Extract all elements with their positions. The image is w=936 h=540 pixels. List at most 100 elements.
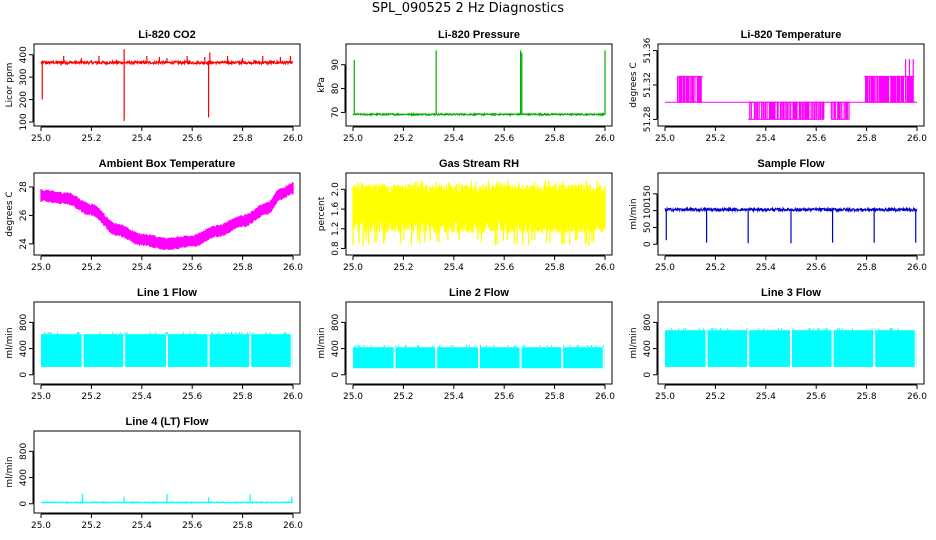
x-tick-label: 25.6 [182, 521, 202, 531]
y-axis-label: kPa [317, 77, 327, 93]
x-tick-label: 26.0 [283, 521, 303, 531]
x-tick-label: 25.8 [233, 134, 253, 144]
y-tick-label: 800 [331, 314, 341, 331]
x-tick-label: 25.4 [756, 134, 776, 144]
series-line2 [353, 345, 605, 370]
series-rh [352, 179, 606, 247]
y-axis-label: ml/min [5, 456, 15, 487]
y-tick-label: 1.6 [331, 202, 341, 217]
x-tick-label: 25.4 [444, 134, 464, 144]
y-tick-label: 100 [643, 202, 653, 219]
y-tick-label: 400 [19, 46, 29, 63]
y-tick-label: 0 [643, 372, 653, 378]
x-tick-label: 25.8 [233, 392, 253, 402]
y-tick-label: 0 [643, 241, 653, 247]
y-tick-label: 0 [331, 372, 341, 378]
x-tick-label: 25.4 [444, 263, 464, 273]
plot-frame [345, 172, 613, 256]
x-tick-label: 26.0 [595, 263, 615, 273]
x-tick-label: 25.0 [655, 263, 675, 273]
y-tick-label: 26 [19, 209, 29, 221]
data-gap [166, 333, 168, 368]
y-tick-label: 2.0 [331, 182, 341, 197]
x-tick-label: 26.0 [907, 392, 927, 402]
data-gap [207, 333, 210, 368]
series-box_temp [40, 182, 294, 250]
x-tick-label: 25.2 [393, 392, 413, 402]
chart-title: Ambient Box Temperature [99, 158, 236, 170]
plot-frame [33, 172, 301, 256]
x-tick-label: 25.4 [132, 134, 152, 144]
x-tick-label: 25.0 [655, 134, 675, 144]
x-tick-label: 25.8 [545, 134, 565, 144]
x-tick-label: 25.8 [857, 134, 877, 144]
y-tick-label: 51.36 [643, 37, 653, 63]
y-tick-label: 0.8 [331, 241, 341, 256]
x-tick-label: 26.0 [907, 134, 927, 144]
chart-title: Gas Stream RH [439, 158, 519, 170]
x-tick-label: 25.2 [81, 521, 101, 531]
plot-frame [657, 301, 925, 385]
series-line3 [665, 328, 917, 368]
x-tick-label: 25.2 [393, 134, 413, 144]
data-gap [747, 329, 750, 368]
chart-title: Li-820 CO2 [138, 29, 195, 41]
x-tick-label: 25.0 [343, 263, 363, 273]
x-tick-label: 25.2 [81, 263, 101, 273]
y-axis-label: ml/min [5, 327, 15, 358]
x-tick-label: 25.8 [545, 263, 565, 273]
panel-rh: Gas Stream RH percent 25.0 25.2 25.4 25.6 25.8… [317, 158, 615, 273]
plot-frame [345, 301, 613, 385]
y-tick-label: 800 [19, 443, 29, 460]
y-axis-label: ml/min [629, 198, 639, 229]
data-gap [123, 333, 126, 368]
chart-title: Line 4 (LT) Flow [126, 416, 209, 428]
series-sample_flow [664, 206, 918, 244]
chart-title: Sample Flow [757, 158, 825, 170]
x-tick-label: 25.4 [132, 263, 152, 273]
x-tick-label: 25.8 [857, 392, 877, 402]
x-tick-label: 25.6 [182, 134, 202, 144]
x-tick-label: 25.0 [31, 263, 51, 273]
y-tick-label: 28 [19, 181, 29, 193]
y-axis-label: ml/min [317, 327, 327, 358]
y-tick-label: 100 [19, 113, 29, 130]
panel-sample_flow: Sample Flow ml/min 25.0 25.2 25.4 25.6 25.8 26.… [629, 158, 927, 273]
y-tick-label: 51.28 [643, 106, 653, 132]
x-tick-label: 25.8 [233, 263, 253, 273]
panel-licor_temp: Li-820 Temperature degrees C 25.0 25.2 25.4 2… [629, 29, 927, 144]
y-tick-label: 150 [643, 185, 653, 202]
x-tick-label: 25.8 [233, 521, 253, 531]
x-tick-label: 25.2 [81, 392, 101, 402]
data-gap [519, 346, 522, 370]
x-tick-label: 25.6 [806, 392, 826, 402]
y-tick-label: 400 [331, 340, 341, 357]
y-tick-label: 51.32 [643, 72, 653, 98]
x-tick-label: 25.2 [393, 263, 413, 273]
data-gap [478, 346, 480, 370]
x-tick-label: 25.2 [705, 392, 725, 402]
data-gap [831, 329, 834, 368]
panel-box_temp: Ambient Box Temperature degrees C 25.0 25.2… [5, 158, 303, 273]
data-line [664, 206, 918, 214]
series-licor_temp [665, 59, 917, 120]
panel-co2: Li-820 CO2 Licor ppm 25.0 25.2 25.4 25.6 25.8 2… [5, 29, 303, 144]
y-tick-label: 0 [19, 501, 29, 507]
plot-frame [657, 43, 925, 127]
figure-title: SPL_090525 2 Hz Diagnostics [371, 1, 565, 16]
data-gap [393, 346, 396, 370]
panel-line3: Line 3 Flow ml/min 25.0 25.2 25.4 25.6 25.8 26.… [629, 287, 927, 402]
data-gap [561, 346, 564, 370]
x-tick-label: 25.4 [444, 392, 464, 402]
x-tick-label: 26.0 [595, 392, 615, 402]
plot-frame [33, 301, 301, 385]
x-tick-label: 26.0 [907, 263, 927, 273]
data-gap [705, 329, 708, 368]
x-tick-label: 25.4 [132, 392, 152, 402]
y-axis-label: percent [317, 196, 327, 231]
x-tick-label: 26.0 [595, 134, 615, 144]
y-tick-label: 300 [19, 68, 29, 85]
chart-title: Line 3 Flow [761, 287, 821, 299]
x-tick-label: 25.0 [343, 134, 363, 144]
chart-title: Li-820 Pressure [438, 29, 520, 41]
